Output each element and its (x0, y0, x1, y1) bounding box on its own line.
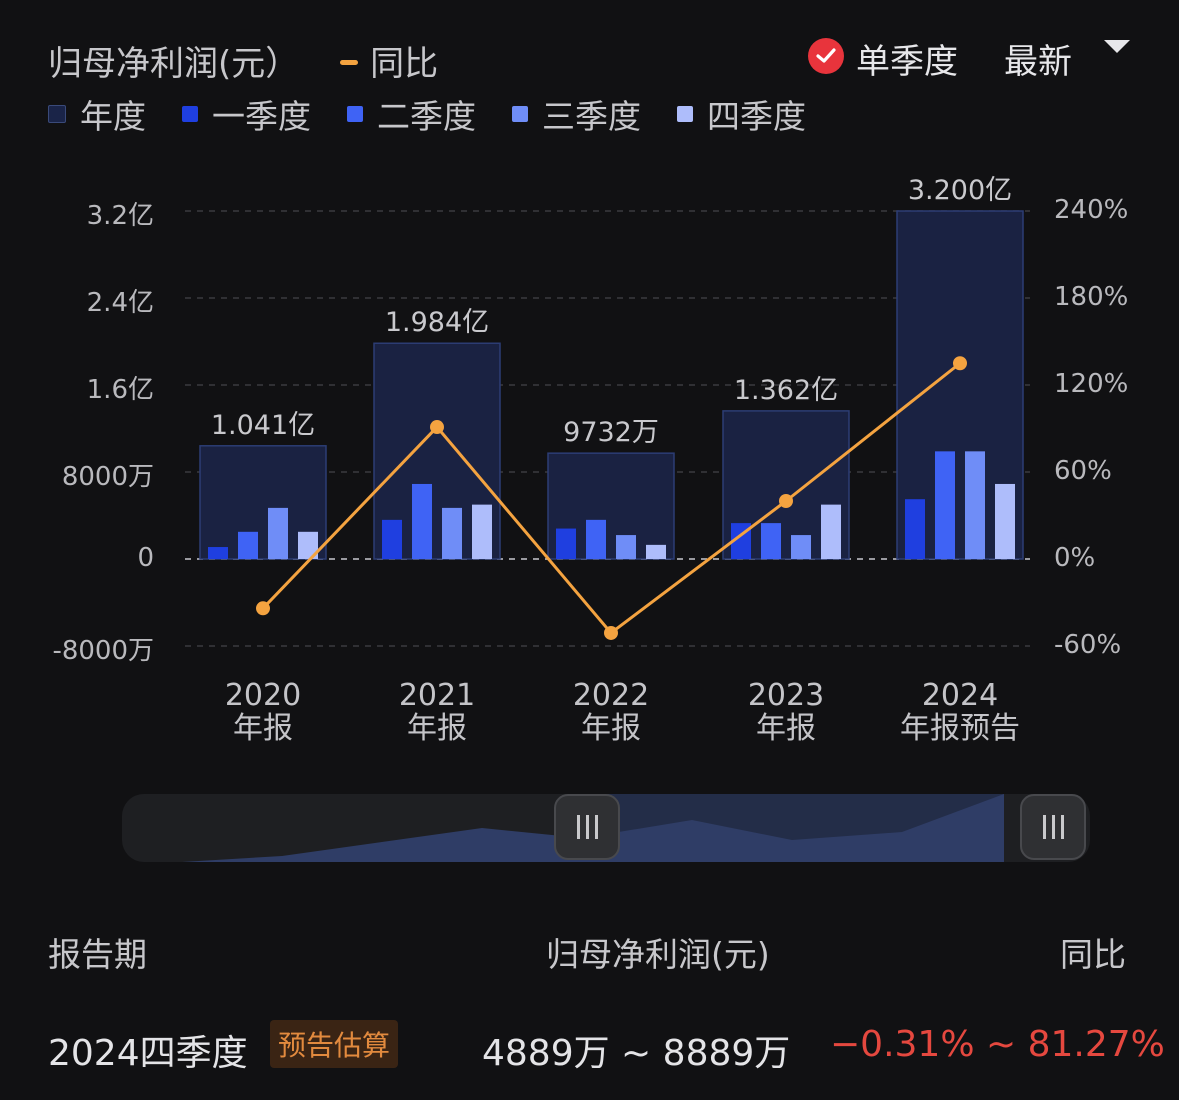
annual-data-label: 3.200亿 (908, 175, 1012, 206)
row-period: 2024四季度 (48, 1033, 248, 1074)
legend-label: 年度 (80, 97, 146, 136)
yoy-point (779, 494, 793, 508)
quarter-bar (268, 507, 288, 559)
range-slider[interactable] (122, 794, 1090, 862)
annual-data-label: 1.362亿 (734, 375, 838, 406)
legend-swatch (182, 106, 198, 122)
yoy-point (604, 625, 618, 640)
y-tick-right: -60% (1054, 630, 1122, 660)
quarter-bar (821, 504, 841, 559)
yoy-point (256, 601, 270, 616)
y-tick-right: 120% (1054, 369, 1129, 399)
quarter-bar (935, 451, 955, 559)
legend-label: 四季度 (707, 97, 806, 136)
x-tick-year: 2021 (399, 678, 475, 713)
chart-title: 归母净利润(元） 同比 (48, 36, 438, 85)
legend-swatch (48, 105, 66, 123)
quarter-bar (442, 507, 462, 559)
quarter-bar (791, 535, 811, 559)
y-tick-left: 1.6亿 (86, 375, 154, 405)
x-tick-kind: 年报 (407, 711, 467, 746)
latest-dropdown[interactable]: 最新 (1004, 42, 1072, 82)
quarter-bar (298, 531, 318, 559)
yoy-point (430, 420, 444, 435)
annual-data-label: 9732万 (563, 417, 659, 448)
legend-swatch (512, 106, 528, 122)
y-tick-left: 0 (137, 543, 154, 573)
x-tick-year: 2023 (748, 678, 824, 713)
y-tick-left: 2.4亿 (86, 288, 154, 318)
chart-svg: 1.041亿1.984亿9732万1.362亿3.200亿2020年报2021年… (185, 175, 1030, 746)
legend-label: 一季度 (212, 97, 311, 136)
legend-item[interactable]: 年度 (48, 90, 146, 138)
legend-item[interactable]: 一季度 (182, 90, 311, 138)
legend-item[interactable]: 二季度 (347, 90, 476, 138)
quarter-bar (412, 483, 432, 559)
x-tick-kind: 年报预告 (900, 711, 1020, 746)
yoy-legend-dash (340, 60, 359, 65)
legend-label: 二季度 (377, 97, 476, 136)
y-tick-right: 180% (1054, 282, 1129, 312)
slider-handle-right[interactable] (1020, 794, 1086, 860)
yoy-legend-label: 同比 (370, 44, 439, 84)
annual-data-label: 1.041亿 (211, 410, 315, 441)
quarter-bar (472, 504, 492, 559)
x-tick-year: 2020 (225, 678, 301, 713)
chevron-down-icon[interactable] (1104, 40, 1130, 53)
y-tick-left: -8000万 (52, 636, 154, 666)
x-tick-kind: 年报 (233, 711, 293, 746)
y-tick-right: 60% (1054, 456, 1112, 486)
y-tick-left: 8000万 (61, 462, 154, 492)
row-yoy-value: −0.31% ~ 81.27% (830, 1024, 1165, 1065)
slider-handle-left[interactable] (554, 794, 620, 860)
y-tick-right: 240% (1054, 195, 1129, 225)
chart-legend: 年度 一季度 二季度 三季度 四季度 (48, 90, 842, 138)
table-header-profit: 归母净利润(元) (546, 935, 770, 974)
row-profit-value: 4889万 ~ 8889万 (482, 1033, 791, 1074)
quarter-bar (995, 483, 1015, 559)
quarter-bar (965, 451, 985, 559)
y-tick-left: 3.2亿 (86, 201, 154, 231)
quarter-bar (208, 547, 228, 559)
quarter-bar (382, 519, 402, 559)
quarterly-toggle-label[interactable]: 单季度 (856, 42, 958, 82)
legend-swatch (347, 106, 363, 122)
table-header-yoy: 同比 (1060, 935, 1126, 974)
table-header-period: 报告期 (48, 935, 147, 974)
forecast-badge: 预告估算 (270, 1020, 399, 1068)
checkbox-checked-icon[interactable] (808, 38, 844, 74)
quarter-bar (238, 531, 258, 559)
legend-item[interactable]: 四季度 (677, 90, 806, 138)
title-text: 归母净利润(元） (48, 44, 300, 84)
y-tick-right: 0% (1054, 543, 1096, 573)
quarter-bar (646, 544, 666, 559)
quarter-bar (905, 499, 925, 559)
quarter-bar (761, 523, 781, 559)
yoy-point (953, 356, 967, 371)
annual-data-label: 1.984亿 (385, 307, 489, 338)
x-tick-kind: 年报 (581, 711, 641, 746)
legend-label: 三季度 (542, 97, 641, 136)
x-tick-kind: 年报 (756, 711, 816, 746)
legend-swatch (677, 106, 693, 122)
legend-item[interactable]: 三季度 (512, 90, 641, 138)
quarter-bar (616, 535, 636, 559)
x-tick-year: 2024 (922, 678, 998, 713)
quarter-bar (556, 528, 576, 559)
x-tick-year: 2022 (573, 678, 649, 713)
quarter-bar (586, 519, 606, 559)
